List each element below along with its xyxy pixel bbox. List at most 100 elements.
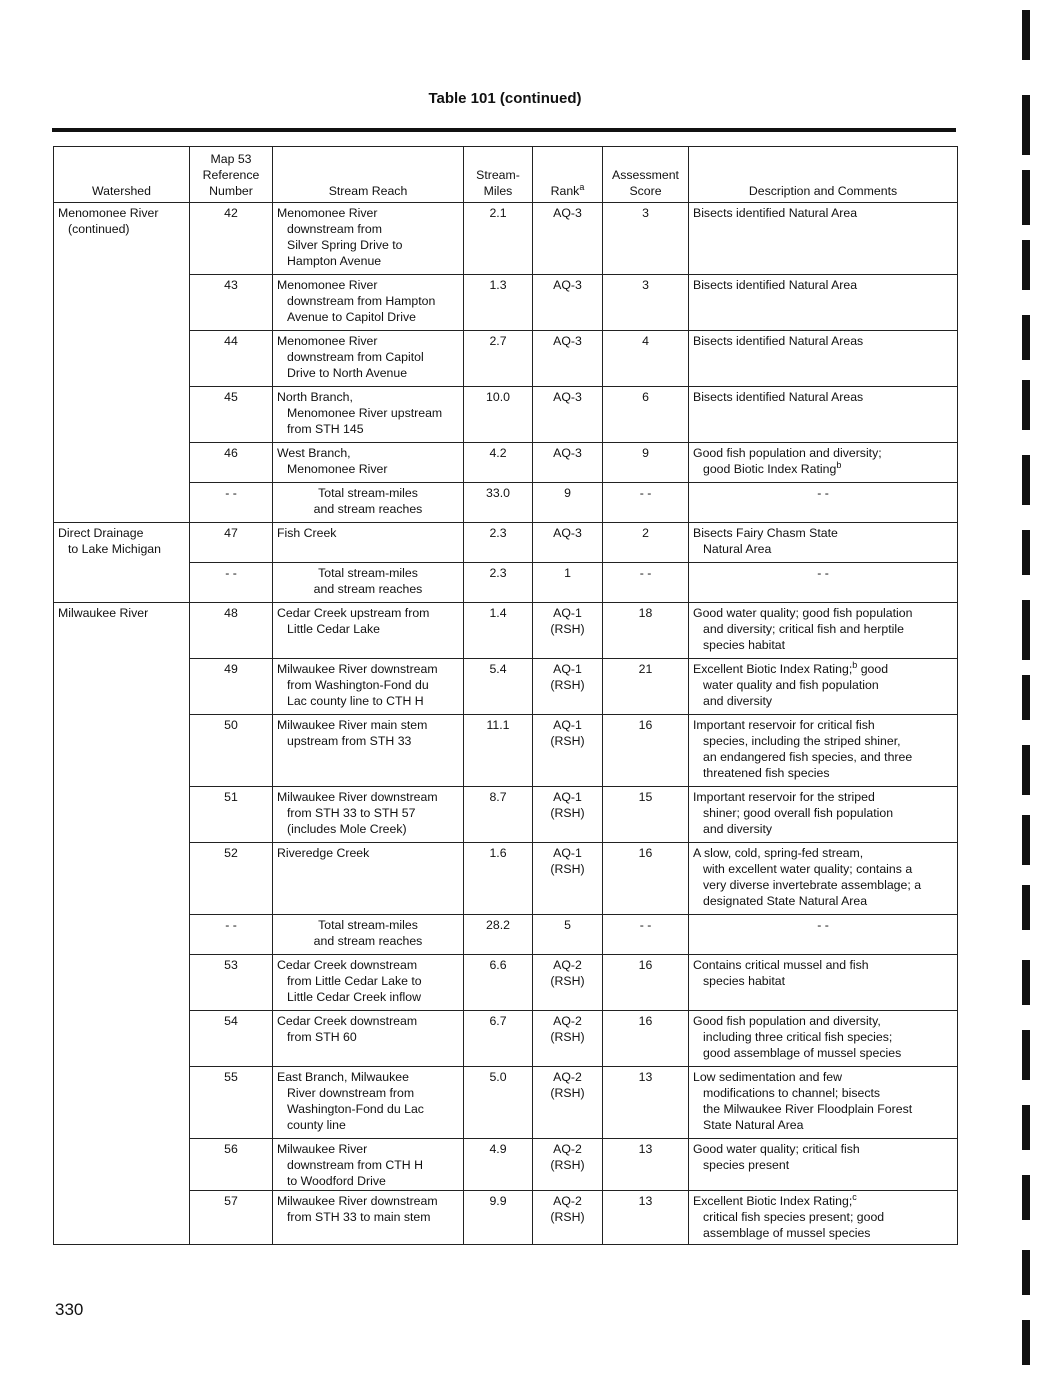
table-row: - - Total stream-miles and stream reaches 3… [54,482,958,523]
reach-line: Washington-Fond du Lac [287,1102,424,1116]
stream-reach-cell: Total stream-miles and stream reaches [272,482,464,523]
description-cell: Bisects identified Natural Areas [688,330,958,387]
reach-line: Cedar Creek downstream [277,1014,418,1028]
description-text: Bisects identified Natural Area [693,206,858,220]
description-line: critical fish species present; good [693,1209,953,1225]
description-text: Good water quality; critical fish [693,1142,860,1156]
ref-number-cell: 53 [189,954,273,1011]
header-stream-miles: Stream- Miles [463,146,533,203]
score-cell: 21 [602,658,689,715]
description-text: very diverse invertebrate assemblage; a [703,878,922,892]
reach-line: Avenue to Capitol Drive [287,310,416,324]
score-cell: 6 [602,386,689,443]
description-text: shiner; good overall fish population [703,806,894,820]
rank-cell: AQ-2 (RSH) [532,1138,603,1191]
description-text: the Milwaukee River Floodplain Forest [703,1102,913,1116]
stream-miles-cell: 28.2 [463,914,533,955]
description-line: Natural Area [693,541,953,557]
scan-edge-mark [1022,600,1030,660]
ref-number-cell: 49 [189,658,273,715]
table-row: 54 Cedar Creek downstream from STH 60 6.7 AQ… [54,1010,958,1067]
score-cell: 13 [602,1138,689,1191]
reach-line: downstream from CTH H [287,1158,423,1172]
reach-line: from Little Cedar Lake to [287,974,422,988]
reach-line: to Woodford Drive [287,1174,386,1188]
stream-miles-cell: 2.3 [463,562,533,603]
watershed-cell: Menomonee River (continued) [53,202,190,523]
reach-line: from STH 145 [287,422,364,436]
watershed-line: Milwaukee River [58,606,149,620]
stream-reach-cell: Total stream-miles and stream reaches [272,914,464,955]
table-row: 44 Menomonee River downstream from Capitol… [54,330,958,387]
watershed-line: to Lake Michigan [68,542,161,556]
stream-miles-cell: 33.0 [463,482,533,523]
watershed-line: Menomonee River [58,206,159,220]
table-row: 55 East Branch, Milwaukee River downstream… [54,1066,958,1139]
description-cell: Important reservoir for critical fish spe… [688,714,958,787]
score-cell: 3 [602,274,689,331]
ref-number-cell: 42 [189,202,273,275]
header-score: Assessment Score [602,146,689,203]
description-text: Excellent Biotic Index Rating; [693,1194,853,1208]
description-text: State Natural Area [703,1118,804,1132]
ref-number-cell: - - [189,562,273,603]
footnote-marker: a [579,181,585,192]
stream-reach-cell: East Branch, Milwaukee River downstream f… [272,1066,464,1139]
description-line: very diverse invertebrate assemblage; a [693,877,953,893]
header-line: Miles [483,184,513,198]
reach-line: River downstream from [287,1086,415,1100]
description-cell: Contains critical mussel and fish species… [688,954,958,1011]
table-row: Direct Drainage to Lake Michigan 47 Fish Cr… [53,522,958,603]
description-text: Excellent Biotic Index Rating; [693,662,853,676]
description-line: - - [693,565,953,581]
table-body: Menomonee River (continued) 42 Menomonee Ri… [53,202,958,1245]
description-text: Important reservoir for the striped [693,790,875,804]
description-line: Good fish population and diversity; [693,445,953,461]
description-line: species present [693,1157,953,1173]
score-cell: 16 [602,1010,689,1067]
description-line: and diversity; critical fish and herptil… [693,621,953,637]
score-cell: - - [602,914,689,955]
description-text: Contains critical mussel and fish [693,958,869,972]
description-text: water quality and fish population [703,678,879,692]
ref-number-cell: 57 [189,1190,273,1245]
ref-number-cell: 46 [189,442,273,483]
description-line: good assemblage of mussel species [693,1045,953,1061]
reach-line: downstream from [287,222,382,236]
header-map-ref: Map 53 Reference Number [189,146,273,203]
score-cell: 3 [602,202,689,275]
stream-reach-cell: Fish Creek [272,522,464,563]
rank-line: (RSH) [550,622,585,636]
stream-miles-cell: 2.3 [463,522,533,563]
description-text: Natural Area [703,542,772,556]
description-cell: Good fish population and diversity; good … [688,442,958,483]
reach-line: Menomonee River [277,206,378,220]
stream-reach-cell: Milwaukee River downstream from Washingto… [272,658,464,715]
table-row: 43 Menomonee River downstream from Hampton… [54,274,958,331]
description-cell: Good fish population and diversity, inclu… [688,1010,958,1067]
description-text: Bisects identified Natural Areas [693,390,864,404]
stream-miles-cell: 11.1 [463,714,533,787]
score-cell: 16 [602,714,689,787]
stream-miles-cell: 4.9 [463,1138,533,1191]
score-cell: 4 [602,330,689,387]
header-watershed: Watershed [53,146,190,203]
scan-edge-mark [1022,1175,1030,1220]
table-row: - - Total stream-miles and stream reaches 2… [54,914,958,955]
reach-line: Silver Spring Drive to [287,238,403,252]
stream-reach-cell: Menomonee River downstream from Silver Spr… [272,202,464,275]
reach-line: Milwaukee River downstream [277,790,438,804]
reach-line: from Washington-Fond du [287,678,429,692]
reach-line: Riveredge Creek [277,846,370,860]
rank-line: (RSH) [550,1030,585,1044]
score-cell: 18 [602,602,689,659]
header-line: Map 53 [210,152,252,166]
ref-number-cell: 47 [189,522,273,563]
table-row: 56 Milwaukee River downstream from CTH H to… [54,1138,958,1191]
scan-edge-mark [1022,1030,1030,1080]
description-line: and diversity [693,693,953,709]
description-cell: Important reservoir for the striped shine… [688,786,958,843]
reach-line: county line [287,1118,346,1132]
header-line: Score [629,184,662,198]
stream-reach-cell: Milwaukee River downstream from STH 33 to… [272,786,464,843]
